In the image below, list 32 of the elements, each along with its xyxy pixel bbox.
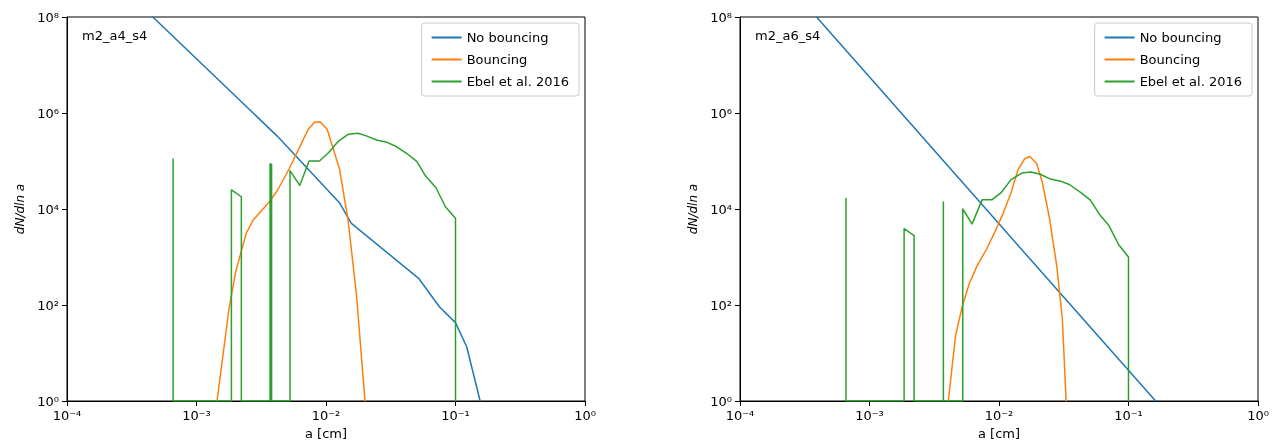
legend-label: Bouncing xyxy=(1139,52,1201,67)
y-tick-label: 10⁰ xyxy=(37,393,59,409)
x-tick-label: 10⁰ xyxy=(574,408,596,423)
x-tick-label: 10⁻² xyxy=(311,408,341,423)
x-tick-label: 10⁻¹ xyxy=(441,408,470,423)
x-tick-label: 10⁻³ xyxy=(855,408,884,423)
x-tick-label: 10⁻² xyxy=(984,408,1014,423)
y-tick-label: 10⁶ xyxy=(710,105,732,121)
legend-label: Ebel et al. 2016 xyxy=(1139,74,1243,89)
x-tick-label: 10⁻¹ xyxy=(1114,408,1143,423)
legend-label: No bouncing xyxy=(466,30,549,45)
y-tick-label: 10² xyxy=(710,297,732,313)
x-axis-title: a [cm] xyxy=(977,426,1021,441)
y-tick-label: 10⁶ xyxy=(37,105,59,121)
x-axis-title: a [cm] xyxy=(304,426,348,441)
x-tick-label: 10⁻⁴ xyxy=(725,408,755,423)
y-axis-title: dN/dln a xyxy=(13,183,28,235)
legend-label: Ebel et al. 2016 xyxy=(466,74,570,89)
x-tick-label: 10⁻⁴ xyxy=(52,408,82,423)
y-tick-label: 10² xyxy=(37,297,59,313)
annotation: m2_a4_s4 xyxy=(82,28,148,43)
legend-label: No bouncing xyxy=(1139,30,1222,45)
y-tick-label: 10⁴ xyxy=(710,201,732,217)
legend-label: Bouncing xyxy=(466,52,528,67)
x-tick-label: 10⁻³ xyxy=(182,408,211,423)
y-tick-label: 10⁰ xyxy=(710,393,732,409)
y-tick-label: 10⁸ xyxy=(37,9,59,25)
y-tick-label: 10⁸ xyxy=(710,9,732,25)
annotation: m2_a6_s4 xyxy=(755,28,821,43)
y-axis-title: dN/dln a xyxy=(686,183,701,235)
x-tick-label: 10⁰ xyxy=(1247,408,1269,423)
y-tick-label: 10⁴ xyxy=(37,201,59,217)
